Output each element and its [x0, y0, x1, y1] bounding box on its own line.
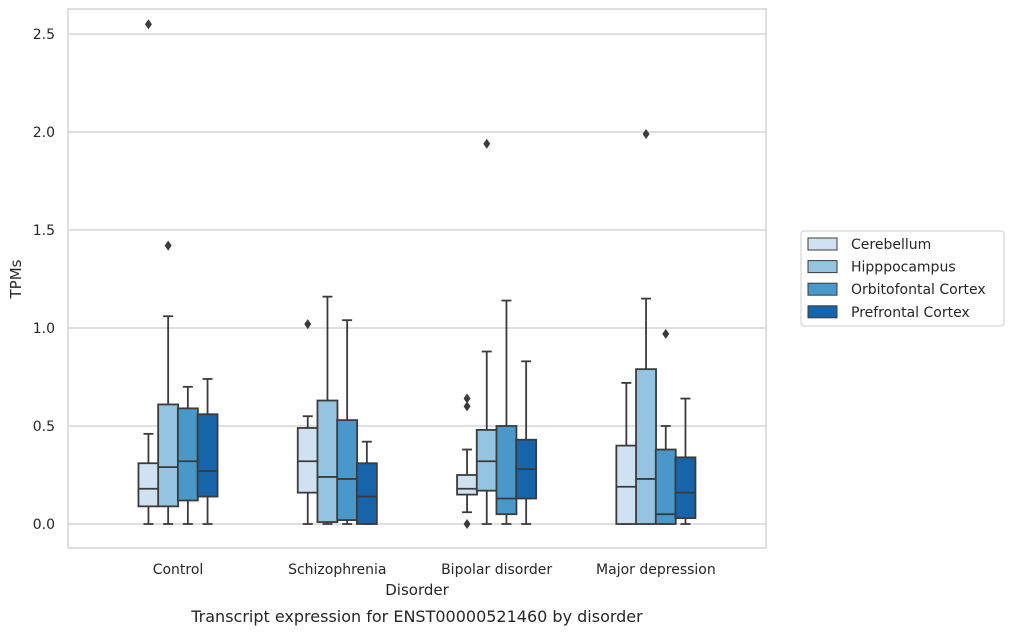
y-tick-label: 1.0: [33, 321, 55, 337]
box-iqr: [157, 403, 180, 508]
legend-frame: [800, 230, 1005, 327]
box-orbitofontal-cortex: [336, 319, 359, 525]
x-tick-label: Major depression: [596, 562, 716, 578]
box-cerebellum: [137, 19, 160, 525]
box-hipppocampus: [316, 295, 339, 525]
x-tick-label: Bipolar disorder: [441, 562, 552, 578]
box-iqr: [355, 462, 378, 525]
box-cerebellum: [296, 319, 319, 525]
x-tick-label: Control: [153, 562, 204, 578]
box-iqr: [495, 425, 518, 516]
outlier-point: [642, 128, 650, 139]
y-tick-label: 2.0: [33, 125, 55, 141]
box-prefrontal-cortex: [674, 397, 697, 525]
box-hipppocampus: [635, 128, 657, 525]
legend-label: Prefrontal Cortex: [851, 305, 970, 321]
box-orbitofontal-cortex: [495, 299, 518, 525]
box-hipppocampus: [157, 240, 180, 525]
outlier-point: [662, 328, 670, 339]
box-orbitofontal-cortex: [176, 385, 199, 525]
outlier-point: [164, 240, 172, 251]
y-axis-label: TPMs: [7, 259, 25, 299]
box-iqr: [654, 448, 677, 525]
y-tick-label: 0.0: [33, 517, 55, 533]
outlier-point: [463, 519, 471, 529]
y-tick-label: 2.5: [33, 27, 55, 43]
legend-swatch: [807, 305, 838, 319]
box-prefrontal-cortex: [515, 360, 538, 525]
box-iqr: [196, 413, 219, 498]
legend-label: Orbitofontal Cortex: [851, 282, 986, 298]
legend-swatch: [807, 282, 838, 296]
y-tick-label: 1.5: [33, 223, 55, 239]
box-iqr: [674, 456, 697, 520]
box-iqr: [137, 462, 160, 508]
box-iqr: [615, 444, 638, 525]
outlier-point: [304, 319, 312, 330]
legend-swatch: [807, 237, 838, 251]
legend: Cerebellum Hipppocampus Orbitofontal Corte…: [800, 230, 1005, 327]
box-iqr: [475, 429, 498, 492]
box-prefrontal-cortex: [355, 440, 378, 525]
box-orbitofontal-cortex: [654, 328, 677, 525]
box-iqr: [316, 399, 339, 523]
y-tick-label: 0.5: [33, 419, 55, 435]
box-hipppocampus: [475, 138, 498, 525]
box-prefrontal-cortex: [196, 378, 219, 525]
outlier-point: [144, 19, 152, 30]
box-cerebellum: [615, 381, 638, 525]
y-tick-labels: 0.0 0.5 1.0 1.5 2.0 2.5: [33, 27, 55, 533]
box-iqr: [296, 427, 319, 494]
box-iqr: [176, 407, 199, 502]
x-axis-label: Disorder: [385, 581, 449, 599]
boxes-layer: [137, 19, 697, 529]
outlier-point: [463, 401, 471, 412]
box-iqr: [336, 419, 359, 521]
plot-frame: [67, 8, 767, 549]
box-iqr: [635, 368, 657, 525]
box-cerebellum: [456, 393, 478, 529]
outlier-point: [463, 393, 471, 404]
outlier-point: [483, 138, 491, 149]
legend-swatch: [807, 260, 838, 274]
figure-caption: Transcript expression for ENST0000052146…: [190, 607, 643, 626]
legend-label: Hipppocampus: [851, 260, 956, 276]
x-tick-label: Schizophrenia: [288, 562, 386, 578]
legend-label: Cerebellum: [851, 237, 931, 253]
box-iqr: [456, 474, 478, 496]
x-tick-labels: Control Schizophrenia Bipolar disorder Majo…: [153, 562, 716, 578]
